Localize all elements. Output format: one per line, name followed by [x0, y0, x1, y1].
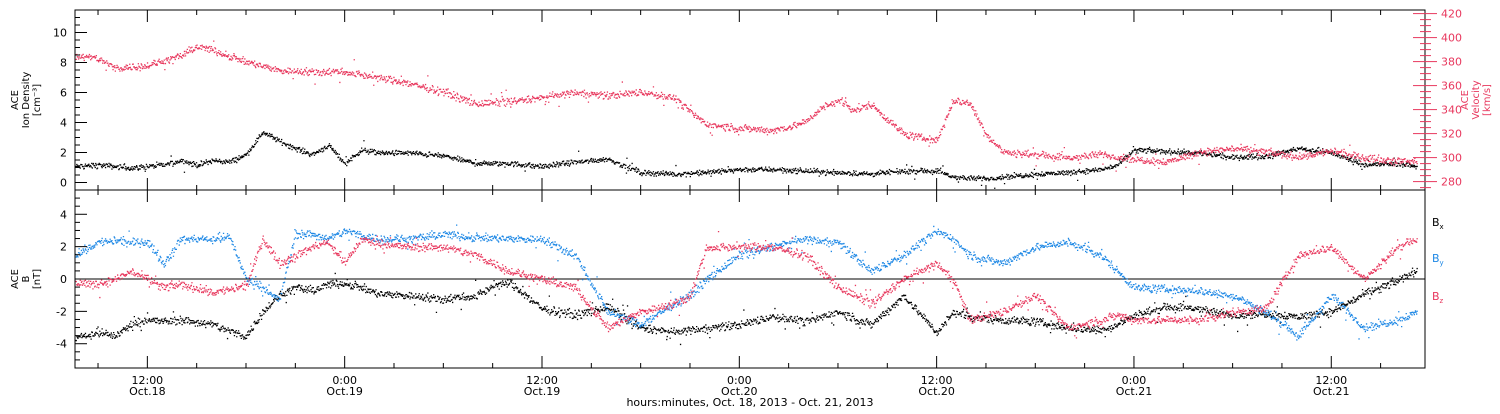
x-tick-label-time: 12:00	[131, 374, 163, 387]
panel1-right-tick-label: 380	[1441, 56, 1462, 69]
panel1-right-tick-label: 420	[1441, 8, 1462, 21]
x-tick-label-time: 12:00	[1315, 374, 1347, 387]
panel1-right-ylabel-line: ACE	[1460, 90, 1471, 110]
panel2-left-tick-label: 2	[60, 241, 67, 254]
panel1-left-ylabel-line: [cm⁻³]	[32, 84, 43, 116]
panel1-left-ylabel: ACE Ion Density [cm⁻³]	[10, 72, 43, 129]
x-tick-label-time: 12:00	[526, 374, 558, 387]
legend-bx-subscript: x	[1440, 223, 1444, 231]
x-tick-label-time: 12:00	[921, 374, 953, 387]
x-tick-label-date: Oct.19	[326, 385, 363, 398]
panel1-left-tick-label: 6	[60, 87, 67, 100]
panel1-left-tick-label: 10	[53, 27, 67, 40]
panel1-left-tick-label: 4	[60, 117, 67, 130]
panel1-left-tick-label: 8	[60, 57, 67, 70]
panel2-left-tick-label: 4	[60, 208, 67, 221]
x-tick-label-time: 0:00	[1122, 374, 1147, 387]
panel2-left-ylabel-line: ACE	[10, 269, 21, 289]
legend-bz: Bz	[1432, 290, 1444, 305]
panel2-left-ylabel-line: [nT]	[32, 269, 43, 289]
panel1-left-tick-label: 0	[60, 177, 67, 190]
x-tick-label-date: Oct.19	[524, 385, 561, 398]
x-axis-label: hours:minutes, Oct. 18, 2013 - Oct. 21, …	[626, 396, 873, 409]
x-tick-label-date: Oct.20	[918, 385, 955, 398]
x-tick-label-time: 0:00	[332, 374, 357, 387]
x-tick-label-date: Oct.21	[1116, 385, 1153, 398]
x-tick-label-date: Oct.20	[721, 385, 758, 398]
panel1-right-tick-label: 400	[1441, 32, 1462, 45]
x-tick-label-date: Oct.21	[1313, 385, 1350, 398]
legend-bz-subscript: z	[1440, 297, 1444, 305]
panel2-left-ylabel: ACE B [nT]	[10, 269, 43, 289]
panel1-series-density-points	[75, 131, 1418, 189]
panel1-right-tick-label: 360	[1441, 80, 1462, 93]
panel1-right-ylabel-line: Velocity	[1471, 80, 1482, 119]
panel1-right-ylabel-line: [km/s]	[1482, 84, 1493, 116]
panel1-right-tick-label: 300	[1441, 152, 1462, 165]
panel2-left-tick-label: -4	[56, 338, 67, 351]
legend-by-subscript: y	[1440, 259, 1444, 267]
legend-by: By	[1432, 252, 1444, 267]
panel1-right-tick-label: 280	[1441, 176, 1462, 189]
panel2-left-ylabel-line: B	[21, 275, 32, 282]
legend-bx: Bx	[1432, 216, 1444, 231]
x-tick-label-date: Oct.18	[129, 385, 166, 398]
panel1-left-tick-label: 2	[60, 147, 67, 160]
x-tick-label-time: 0:00	[727, 374, 752, 387]
panel1-frame	[74, 9, 1426, 191]
panel1-right-tick-label: 340	[1441, 104, 1462, 117]
panel2-left-tick-label: -2	[56, 305, 67, 318]
panel1-left-ylabel-line: ACE	[10, 90, 21, 110]
panel1-left-ylabel-line: Ion Density	[21, 72, 32, 129]
panel1-series-velocity-points	[75, 40, 1418, 172]
panel1-right-tick-label: 320	[1441, 128, 1462, 141]
panel1-right-ylabel: ACE Velocity [km/s]	[1460, 80, 1493, 119]
panel2-left-tick-label: 0	[60, 273, 67, 286]
